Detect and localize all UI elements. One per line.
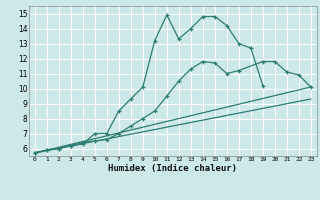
X-axis label: Humidex (Indice chaleur): Humidex (Indice chaleur) xyxy=(108,164,237,173)
